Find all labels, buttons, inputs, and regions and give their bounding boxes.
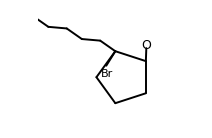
Text: Br: Br <box>101 69 113 79</box>
Text: O: O <box>141 39 151 52</box>
